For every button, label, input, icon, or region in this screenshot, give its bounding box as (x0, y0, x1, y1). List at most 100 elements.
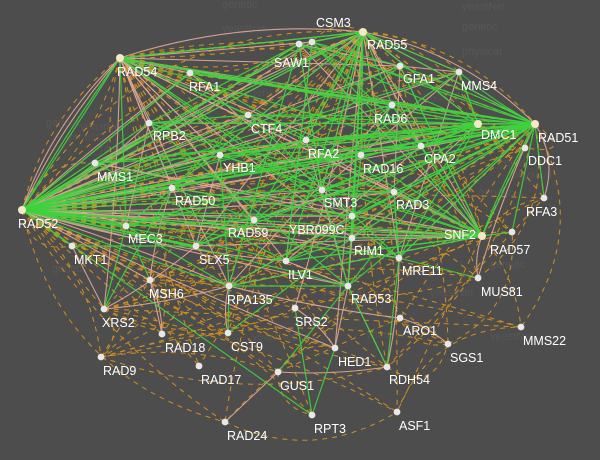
graph-node-xrs2[interactable] (100, 305, 108, 313)
graph-edge (285, 235, 483, 262)
graph-node-rpb2[interactable] (145, 119, 153, 127)
graph-edge (71, 245, 105, 310)
graph-edge (103, 187, 173, 310)
graph-edge (100, 123, 536, 358)
graph-edge (195, 123, 536, 247)
graph-edge (399, 65, 483, 237)
graph-node-csm3[interactable] (308, 38, 316, 46)
graph-node-srs2[interactable] (291, 304, 299, 312)
graph-node-rad24[interactable] (221, 418, 229, 426)
graph-edge (21, 114, 249, 211)
graph-edge (21, 154, 221, 211)
graph-edge (21, 189, 323, 211)
graph-edge (351, 123, 536, 239)
graph-node-rad53[interactable] (344, 282, 352, 290)
graph-node-rad3[interactable] (390, 188, 398, 196)
graph-node-mus81[interactable] (474, 274, 482, 282)
graph-node-gfa1[interactable] (396, 62, 404, 70)
graph-node-smt3[interactable] (318, 186, 326, 194)
graph-edge (253, 71, 460, 221)
graph-edge (334, 285, 349, 349)
graph-node-ctf4[interactable] (244, 111, 252, 119)
graph-edge (149, 279, 522, 328)
graph-edge (125, 219, 255, 227)
graph-edge (360, 154, 483, 237)
graph-edge (21, 41, 313, 211)
graph-edge (253, 31, 364, 221)
graph-edge (277, 317, 401, 373)
graph-edge (362, 31, 536, 125)
graph-node-mms22[interactable] (517, 323, 525, 331)
graph-node-rpt3[interactable] (308, 411, 316, 419)
graph-node-rfa2[interactable] (302, 136, 310, 144)
graph-node-rpa135[interactable] (225, 282, 233, 290)
graph-node-rad51[interactable] (531, 120, 539, 128)
graph-edge (21, 189, 323, 219)
graph-edge (347, 123, 479, 287)
graph-node-rad59[interactable] (250, 216, 258, 224)
graph-node-snf2[interactable] (478, 232, 486, 240)
graph-node-sgs1[interactable] (444, 340, 452, 348)
graph-node-rad16[interactable] (357, 151, 365, 159)
graph-edge (94, 162, 287, 262)
graph-edge (285, 237, 353, 262)
graph-edge (119, 57, 479, 125)
graph-edge (347, 285, 388, 368)
graph-edge (21, 139, 307, 211)
graph-node-rad18[interactable] (158, 330, 166, 338)
graph-node-saw1[interactable] (295, 40, 303, 48)
graph-edge (227, 237, 353, 334)
graph-node-asf1[interactable] (393, 408, 401, 416)
graph-node-rad17[interactable] (195, 362, 203, 370)
graph-edge (100, 356, 388, 385)
graph-edge (171, 187, 255, 221)
graph-edge (362, 31, 526, 149)
graph-edge (21, 209, 398, 413)
graph-node-rad52[interactable] (18, 206, 26, 214)
graph-edge (94, 31, 364, 164)
graph-node-rad54[interactable] (116, 54, 124, 62)
graph-node-yhb1[interactable] (216, 151, 224, 159)
graph-edge (21, 209, 151, 281)
graph-node-hed1[interactable] (331, 344, 339, 352)
graph-node-rad57[interactable] (508, 228, 516, 236)
graph-node-mec3[interactable] (122, 222, 130, 230)
graph-edge (21, 57, 121, 211)
graph-edge (189, 72, 536, 125)
graph-node-ddc1[interactable] (521, 144, 529, 152)
graph-node-cpa2[interactable] (417, 142, 425, 150)
graph-node-slx5[interactable] (192, 242, 200, 250)
graph-edge (119, 57, 173, 189)
graph-node-msh6[interactable] (146, 276, 154, 284)
graph-node-rdh54[interactable] (383, 363, 391, 371)
graph-node-ilv1[interactable] (282, 257, 290, 265)
graph-node-rfa3[interactable] (540, 194, 548, 202)
graph-edge (119, 57, 388, 368)
graph-edge (351, 123, 479, 217)
graph-node-gus1[interactable] (274, 368, 282, 376)
graph-node-mms4[interactable] (455, 68, 463, 76)
graph-edge (362, 31, 536, 125)
graph-edge (100, 351, 279, 373)
graph-node-mkt1[interactable] (68, 242, 76, 250)
graph-node-aro1[interactable] (396, 314, 404, 322)
graph-node-ybr099c[interactable] (348, 212, 356, 220)
node-layer[interactable] (18, 28, 548, 426)
graph-node-rim1[interactable] (348, 234, 356, 242)
graph-edge (481, 123, 536, 237)
graph-node-rfa1[interactable] (186, 69, 194, 77)
graph-edge (21, 209, 353, 239)
graph-edge (149, 147, 526, 281)
graph-node-rad55[interactable] (359, 28, 367, 36)
graph-node-rad50[interactable] (168, 184, 176, 192)
graph-node-dmc1[interactable] (474, 120, 482, 128)
graph-node-rad9[interactable] (97, 353, 105, 361)
graph-edge (21, 209, 226, 423)
graph-node-cst9[interactable] (224, 329, 232, 337)
graph-edge (321, 189, 349, 287)
graph-edge (298, 43, 323, 191)
graph-node-mms1[interactable] (91, 159, 99, 167)
graph-node-mre11[interactable] (395, 254, 403, 262)
graph-node-rad6[interactable] (388, 101, 396, 109)
